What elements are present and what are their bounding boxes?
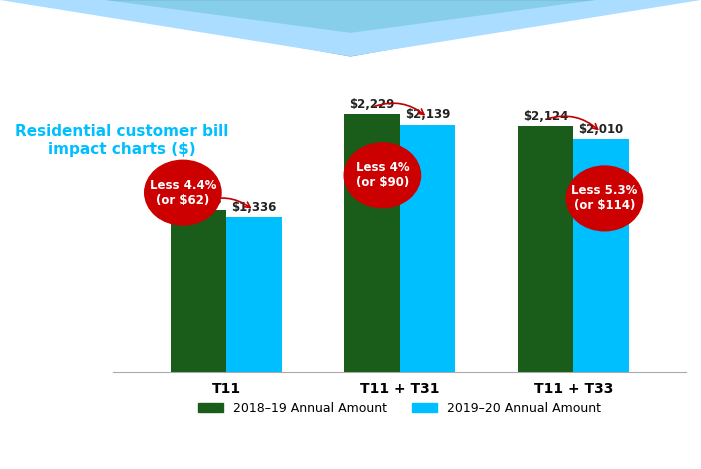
- Legend: 2018–19 Annual Amount, 2019–20 Annual Amount: 2018–19 Annual Amount, 2019–20 Annual Am…: [193, 397, 606, 420]
- Text: $1,398: $1,398: [176, 194, 222, 207]
- Text: $2,139: $2,139: [404, 108, 450, 121]
- Bar: [400, 125, 455, 372]
- Bar: [344, 114, 400, 372]
- Text: $2,010: $2,010: [578, 123, 624, 136]
- Ellipse shape: [344, 143, 421, 208]
- Text: Residential customer bill
impact charts ($): Residential customer bill impact charts …: [15, 124, 229, 157]
- Ellipse shape: [144, 160, 221, 225]
- Bar: [226, 217, 282, 372]
- Text: $2,229: $2,229: [349, 98, 395, 111]
- Bar: [171, 210, 226, 372]
- Ellipse shape: [566, 166, 643, 231]
- Text: $1,336: $1,336: [231, 201, 277, 214]
- Text: Less 5.3%
(or $114): Less 5.3% (or $114): [571, 184, 638, 212]
- Bar: [518, 126, 573, 372]
- Text: $2,124: $2,124: [523, 110, 568, 123]
- Text: Less 4%
(or $90): Less 4% (or $90): [355, 161, 409, 189]
- Bar: [573, 139, 629, 372]
- Text: Less 4.4%
(or $62): Less 4.4% (or $62): [149, 179, 216, 207]
